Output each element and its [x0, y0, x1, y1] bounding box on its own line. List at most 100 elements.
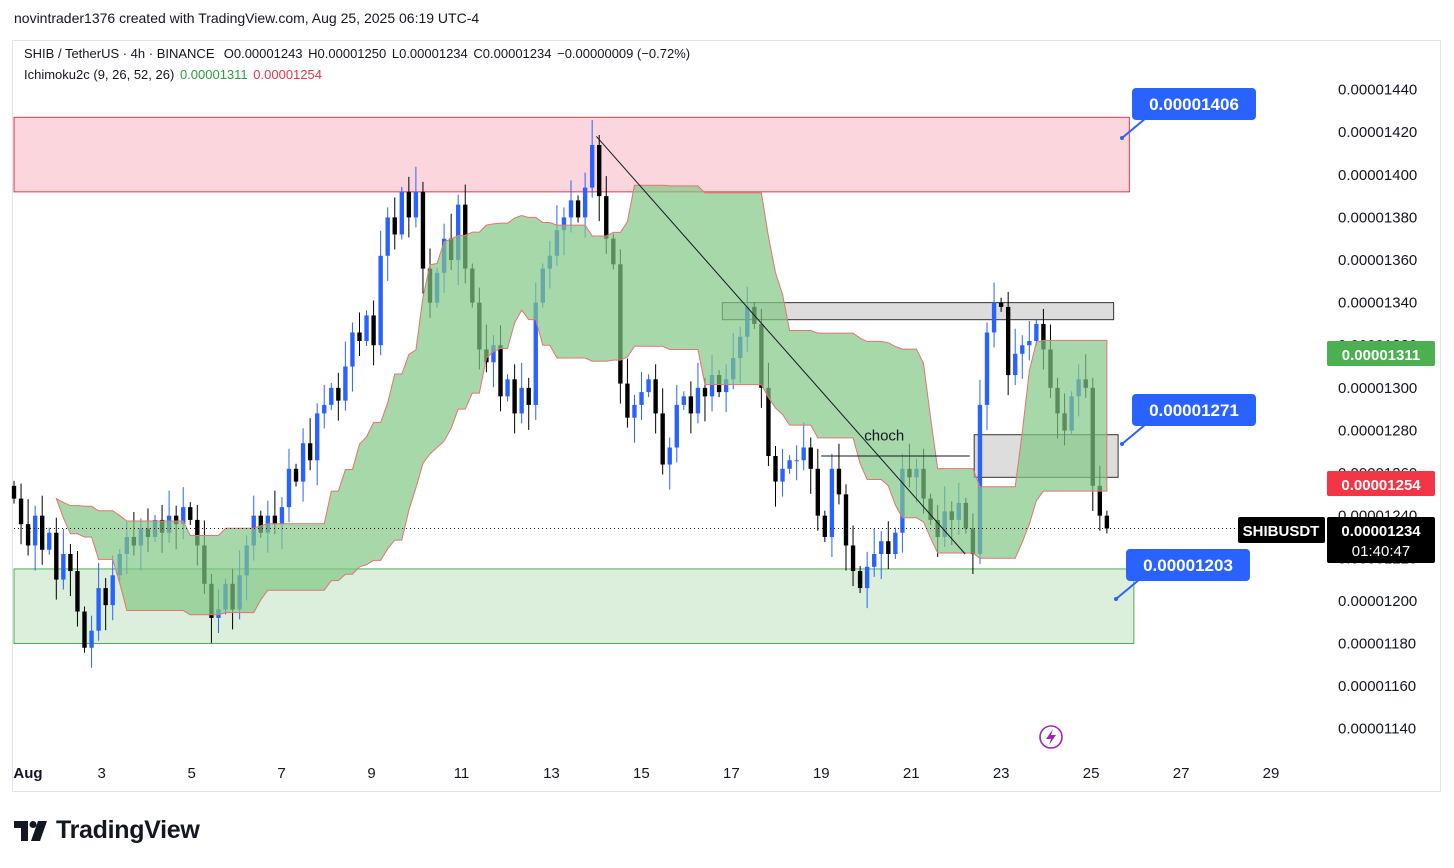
y-tick-label: 0.00001300: [1338, 380, 1417, 397]
x-tick-label: 17: [723, 765, 740, 782]
candle-body: [695, 387, 701, 414]
y-tick-label: 0.00001160: [1338, 678, 1416, 695]
candle-body: [660, 413, 665, 465]
indicator-value-a: 0.00001311: [179, 67, 248, 82]
candle-body: [456, 204, 461, 261]
candle-body: [110, 575, 115, 606]
candle-body: [1005, 306, 1011, 376]
candle-body: [1013, 353, 1018, 376]
last-price-label-box: [1327, 517, 1435, 563]
candle-body: [195, 519, 200, 546]
candle-body: [18, 498, 24, 525]
zone-supply-0: [13, 116, 1130, 193]
change-value: −0.00000009 (−0.72%): [557, 46, 691, 61]
y-tick-label: 0.00001440: [1338, 82, 1417, 99]
tradingview-logo-text: TradingView: [56, 816, 200, 844]
candle-body: [991, 302, 997, 333]
tradingview-logo-icon: [14, 820, 47, 841]
callout-pointer: [1121, 423, 1147, 445]
x-tick-label: 27: [1173, 765, 1190, 782]
candle-body: [872, 554, 877, 567]
callout-box: [1126, 549, 1250, 581]
candle-body: [681, 396, 687, 405]
candle-body: [575, 200, 581, 218]
x-tick-label: 23: [993, 765, 1010, 782]
ichimoku-b-label-box: [1327, 471, 1435, 496]
y-tick-label: 0.00001420: [1338, 124, 1417, 141]
candle-body: [639, 392, 644, 405]
candle-body: [420, 191, 426, 269]
candle-body: [32, 515, 38, 546]
candle-body: [392, 217, 397, 235]
candle-body: [568, 200, 574, 218]
candle-body: [61, 554, 66, 580]
callout-text: 0.00001406: [1149, 95, 1239, 114]
lightning-icon: [1039, 725, 1063, 749]
candle-body: [181, 507, 186, 525]
candle-body: [702, 387, 708, 397]
candle-body: [350, 332, 355, 367]
ichimoku-cloud: [55, 184, 1108, 616]
candle-body: [1027, 340, 1032, 346]
candle-body: [89, 630, 94, 648]
candle-body: [272, 515, 278, 525]
candle-body: [984, 332, 990, 405]
symbol-line[interactable]: SHIB / TetherUS · 4h · BINANCE: [24, 46, 215, 61]
indicator-name[interactable]: Ichimoku2c (9, 26, 52, 26): [24, 67, 175, 82]
candle-body: [688, 396, 694, 414]
candle-body: [864, 566, 870, 589]
choch-label: choch: [864, 427, 904, 444]
candle-body: [857, 571, 863, 589]
symbol-legend: SHIB / TetherUS · 4h · BINANCE O0.000012…: [24, 46, 692, 61]
trend-line: [596, 136, 966, 555]
candle-body: [188, 507, 193, 520]
y-tick-label: 0.00001140: [1338, 721, 1416, 738]
y-tick-label: 0.00001280: [1338, 422, 1417, 439]
candle-body: [11, 485, 17, 499]
callout-box: [1132, 88, 1256, 120]
candle-body: [977, 404, 983, 555]
ichimoku-a-label-box: [1327, 341, 1435, 366]
candle-body: [491, 345, 496, 363]
candle-body: [646, 379, 651, 393]
candle-body: [329, 387, 334, 405]
callout-pointer: [1115, 578, 1141, 600]
candle-body: [399, 191, 404, 235]
candle-body: [879, 541, 884, 555]
candle-body: [47, 532, 52, 550]
callout-pointer: [1121, 117, 1147, 139]
y-tick-label: 0.00001400: [1338, 167, 1417, 184]
x-tick-label: 7: [277, 765, 285, 782]
candle-body: [604, 196, 609, 239]
candle-body: [843, 494, 849, 546]
chart-credit: novintrader1376 created with TradingView…: [14, 10, 480, 26]
symbol-label-box: [1238, 517, 1325, 543]
x-tick-label: 19: [813, 765, 830, 782]
open-value: O0.00001243: [223, 46, 303, 61]
candle-body: [561, 217, 567, 231]
callout-text: 0.00001271: [1149, 401, 1239, 420]
symbol-label: SHIBUSDT: [1243, 523, 1320, 540]
y-tick-label: 0.00001360: [1338, 252, 1417, 269]
candle-body: [794, 460, 799, 462]
x-tick-label: 9: [367, 765, 375, 782]
candle-body: [723, 379, 729, 393]
tradingview-logo[interactable]: TradingView: [14, 816, 200, 845]
callout-box: [1132, 394, 1256, 426]
indicator-value-b: 0.00001254: [253, 67, 322, 82]
x-tick-label: 11: [454, 765, 470, 782]
candle-body: [293, 468, 299, 482]
x-tick-label: 15: [633, 765, 650, 782]
candle-body: [1020, 345, 1025, 354]
candle-body: [406, 191, 412, 218]
candle-body: [364, 315, 369, 341]
candle-body: [307, 443, 313, 461]
candle-body: [82, 611, 87, 648]
callout-anchor: [1120, 442, 1124, 446]
ichimoku-a-label: 0.00001311: [1342, 347, 1420, 364]
candle-body: [498, 345, 503, 397]
low-value: L0.00001234: [391, 46, 468, 61]
x-tick-label: 3: [98, 765, 106, 782]
chart-frame: [12, 40, 1441, 792]
